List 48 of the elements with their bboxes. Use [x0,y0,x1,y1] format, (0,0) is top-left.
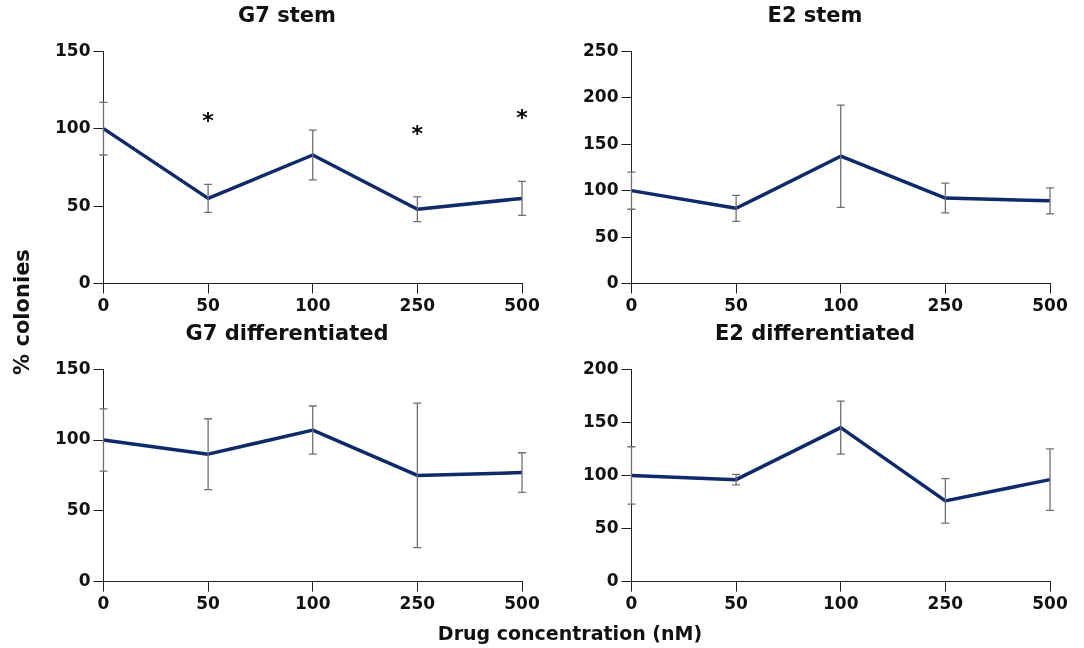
y-tick-label: 150 [582,410,619,431]
x-tick-label: 500 [1032,593,1068,614]
chart-title: E2 differentiated [714,321,916,346]
y-tick-label: 0 [78,570,91,591]
x-tick-label: 250 [399,295,436,316]
y-tick-label: 50 [66,194,91,215]
x-tick-label: 250 [399,593,436,614]
y-tick-label: 250 [582,39,619,60]
x-tick-label: 50 [196,295,221,316]
x-tick-label: 0 [97,593,110,614]
x-tick-label: 0 [97,295,110,316]
y-tick-label: 0 [606,272,619,293]
chart-title: E2 stem [767,3,863,28]
y-axis-title: % colonies [10,249,34,375]
x-tick-label: 500 [504,593,540,614]
y-tick-label: 200 [582,357,619,378]
x-tick-label: 250 [927,593,964,614]
y-tick-label: 200 [582,86,619,107]
data-label: * [411,120,424,146]
x-tick-label: 500 [504,295,540,316]
data-label: * [202,108,215,134]
x-tick-label: 100 [822,295,859,316]
x-tick-label: 0 [625,593,638,614]
y-tick-label: 50 [66,499,91,520]
x-tick-label: 500 [1032,295,1068,316]
chart-title: G7 differentiated [185,321,389,346]
y-tick-label: 0 [606,570,619,591]
y-tick-label: 50 [594,516,619,537]
y-tick-label: 150 [54,357,91,378]
y-tick-label: 0 [78,272,91,293]
x-tick-label: 100 [294,593,331,614]
x-tick-label: 50 [196,593,221,614]
y-tick-label: 100 [54,428,91,449]
x-tick-label: 50 [724,593,749,614]
x-tick-label: 0 [625,295,638,316]
y-tick-label: 100 [54,117,91,138]
data-label: * [516,105,529,131]
x-tick-label: 100 [294,295,331,316]
x-axis-title: Drug concentration (nM) [437,622,703,644]
x-tick-label: 250 [927,295,964,316]
x-tick-label: 100 [822,593,859,614]
y-tick-label: 100 [582,179,619,200]
y-tick-label: 50 [594,225,619,246]
y-tick-label: 150 [582,132,619,153]
x-tick-label: 50 [724,295,749,316]
y-tick-label: 100 [582,463,619,484]
y-tick-label: 150 [54,39,91,60]
chart-title: G7 stem [238,3,336,28]
